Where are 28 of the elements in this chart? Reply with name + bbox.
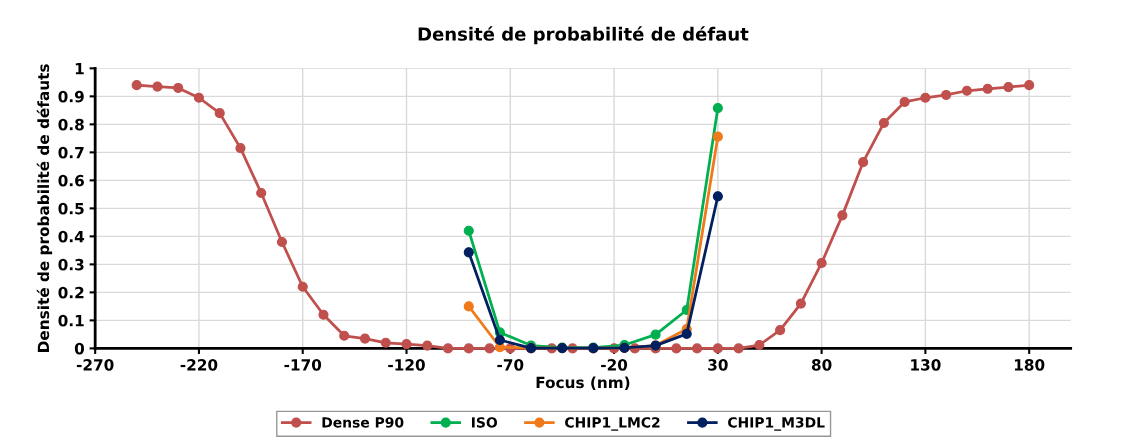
y-tick-label: 0.6 (58, 174, 84, 187)
y-tick-label: 0.2 (58, 286, 84, 299)
x-tick-label: -20 (601, 359, 628, 371)
x-tick-label: -70 (497, 359, 524, 371)
legend-label: CHIP1_M3DL (728, 417, 825, 431)
legend-label: CHIP1_LMC2 (565, 417, 660, 431)
x-tick-label: -270 (76, 359, 114, 371)
legend-label: ISO (472, 417, 498, 428)
x-tick-label: 30 (708, 359, 728, 371)
x-axis-title: Focus (nm) (536, 376, 630, 390)
y-tick-label: 1 (75, 63, 84, 75)
legend-label: Dense P90 (322, 417, 404, 428)
x-tick-label: -120 (388, 359, 425, 371)
x-tick-label: -220 (180, 359, 218, 371)
y-axis-title: Densité de probabilité de défauts (36, 64, 53, 352)
y-tick-label: 0.4 (58, 230, 85, 243)
y-tick-label: 0.8 (58, 118, 84, 131)
y-tick-label: 0 (74, 342, 85, 355)
y-tick-label: 0.3 (58, 258, 84, 271)
y-tick-label: 0.9 (58, 90, 84, 103)
x-tick-label: 130 (911, 359, 941, 371)
x-tick-label: 80 (811, 359, 832, 371)
y-tick-label: 0.1 (58, 314, 84, 327)
x-tick-label: 180 (1014, 359, 1045, 371)
chart-title: Densité de probabilité de défaut (418, 26, 749, 45)
y-tick-label: 0.5 (58, 202, 84, 215)
x-tick-label: -170 (284, 359, 322, 371)
y-tick-label: 0.7 (58, 146, 84, 159)
